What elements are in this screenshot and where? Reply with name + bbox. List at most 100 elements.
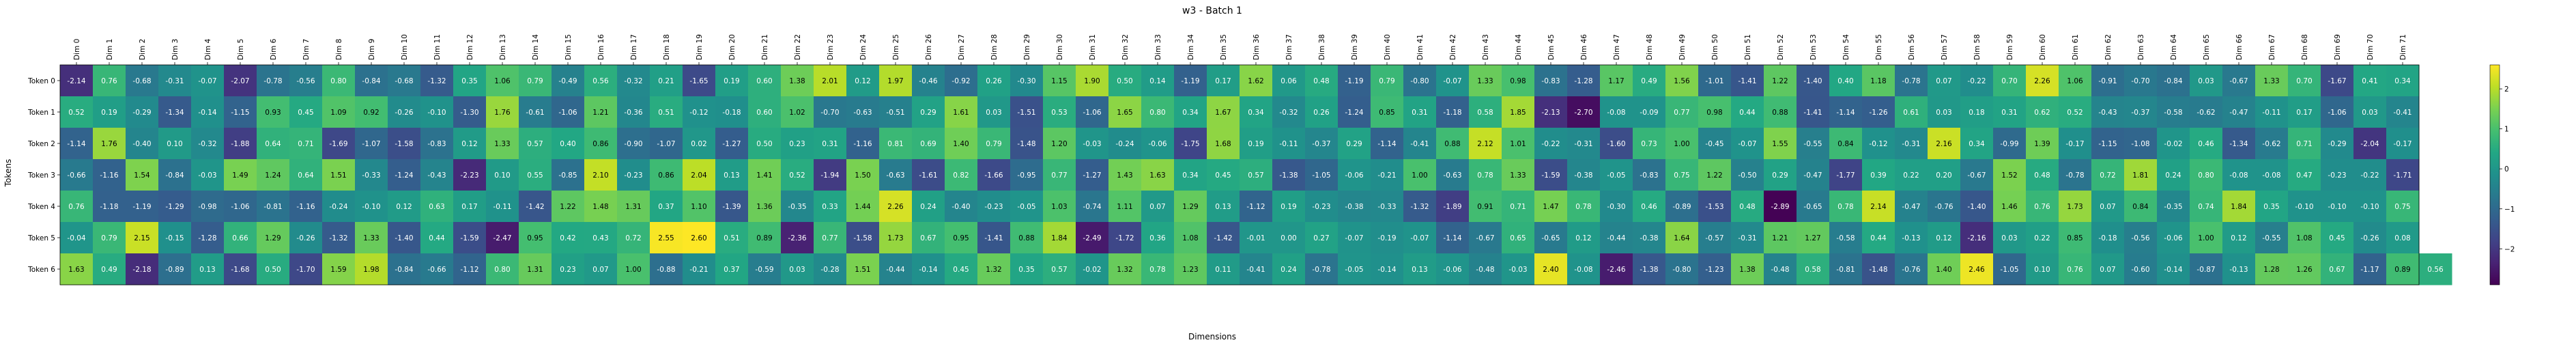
heatmap-cell	[1600, 65, 1633, 97]
heatmap-cell	[1338, 222, 1371, 254]
cell-value-label: -0.81	[263, 203, 282, 211]
cell-value-label: -1.40	[395, 234, 413, 242]
heatmap-cell	[289, 253, 323, 285]
heatmap-cell	[2255, 65, 2289, 97]
cell-value-label: -1.06	[2328, 109, 2346, 117]
x-tick-label: Dim 20	[728, 34, 736, 60]
cell-value-label: 1.21	[592, 109, 608, 117]
heatmap-cell	[1108, 65, 1142, 97]
heatmap-cell	[322, 191, 356, 223]
cell-value-label: -1.26	[1869, 109, 1887, 117]
x-tick-label: Dim 27	[958, 34, 966, 60]
cell-value-label: 0.76	[101, 77, 117, 85]
cell-value-label: 0.77	[1051, 171, 1067, 180]
x-tick-label: Dim 28	[990, 34, 999, 60]
heatmap-cell	[289, 65, 323, 97]
cell-value-label: -0.60	[2131, 266, 2149, 274]
cell-value-label: 0.52	[2067, 109, 2083, 117]
heatmap-cell	[1567, 65, 1601, 97]
heatmap-cell	[977, 222, 1011, 254]
cell-value-label: -0.99	[2000, 140, 2018, 148]
cell-value-label: -0.41	[1246, 266, 1265, 274]
heatmap-cell	[879, 191, 913, 223]
x-tick-label: Dim 19	[696, 34, 704, 60]
heatmap-cell	[1665, 253, 1699, 285]
heatmap-cell	[1862, 253, 1895, 285]
cell-value-label: -0.83	[427, 140, 446, 148]
cell-value-label: -0.38	[1345, 203, 1363, 211]
heatmap-cell	[1108, 191, 1142, 223]
heatmap-cell	[2255, 222, 2289, 254]
heatmap-cell	[617, 191, 650, 223]
heatmap-cell	[1829, 65, 1863, 97]
cell-value-label: 0.56	[2427, 266, 2444, 274]
y-tick-label: Token 5	[27, 234, 55, 242]
cell-value-label: 0.60	[756, 109, 772, 117]
cell-value-label: 0.45	[953, 266, 969, 274]
heatmap-cell	[1436, 253, 1470, 285]
cell-value-label: 0.03	[1936, 109, 1951, 117]
cell-value-label: -1.15	[231, 109, 249, 117]
cell-value-label: -0.22	[1967, 77, 1986, 85]
cell-value-label: -0.14	[198, 109, 216, 117]
cell-value-label: 1.24	[265, 171, 281, 180]
heatmap-cell	[945, 65, 978, 97]
cell-value-label: 0.26	[986, 77, 1002, 85]
heatmap-cell	[683, 65, 716, 97]
heatmap-cell	[1862, 96, 1895, 128]
cell-value-label: -1.18	[100, 203, 118, 211]
cell-value-label: -1.32	[1410, 203, 1429, 211]
cell-value-label: 0.03	[789, 266, 805, 274]
x-tick-label: Dim 43	[1482, 34, 1490, 60]
cell-value-label: -0.70	[2131, 77, 2149, 85]
heatmap-cell	[1141, 159, 1175, 191]
heatmap-cell	[1469, 222, 1502, 254]
heatmap-cell	[1993, 128, 2027, 160]
cell-value-label: -0.31	[165, 77, 184, 85]
heatmap-cell	[683, 222, 716, 254]
heatmap-cell	[1665, 222, 1699, 254]
cell-value-label: 0.92	[363, 109, 379, 117]
y-tick-label: Token 4	[27, 203, 55, 211]
cell-value-label: -0.47	[1803, 171, 1822, 180]
heatmap-cell	[2091, 191, 2125, 223]
heatmap-cell	[715, 96, 749, 128]
cell-value-label: 1.20	[1051, 140, 1067, 148]
heatmap-cell	[420, 159, 454, 191]
cell-value-label: -0.23	[624, 171, 642, 180]
heatmap-cell	[1829, 222, 1863, 254]
cell-value-label: -1.28	[1574, 77, 1592, 85]
cell-value-label: 0.48	[2034, 171, 2050, 180]
cell-value-label: -0.58	[1836, 234, 1855, 242]
x-tick-label: Dim 51	[1744, 34, 1752, 60]
heatmap-cell	[1960, 222, 1994, 254]
cell-value-label: -2.14	[67, 77, 85, 85]
cell-value-label: 1.15	[1051, 77, 1067, 85]
heatmap-cell	[2059, 159, 2092, 191]
heatmap-cell	[2222, 191, 2256, 223]
cell-value-label: 0.78	[1837, 203, 1853, 211]
cell-value-label: -0.48	[1771, 266, 1789, 274]
heatmap-cell	[224, 128, 257, 160]
cell-value-label: -1.66	[984, 171, 1003, 180]
heatmap-cell	[1436, 128, 1470, 160]
heatmap-cell	[1633, 253, 1666, 285]
cell-value-label: 0.79	[986, 140, 1001, 148]
heatmap-cell	[1371, 253, 1404, 285]
heatmap-cell	[814, 253, 847, 285]
cell-value-label: 0.71	[298, 140, 313, 148]
cell-value-label: -0.66	[67, 171, 85, 180]
heatmap-cell	[2321, 65, 2354, 97]
cell-value-label: 1.97	[887, 77, 903, 85]
heatmap-cell	[552, 191, 585, 223]
heatmap-cell	[1436, 96, 1470, 128]
cell-value-label: 0.91	[1477, 203, 1493, 211]
x-tick-label: Dim 5	[237, 39, 245, 60]
cell-value-label: 0.76	[68, 203, 85, 211]
heatmap-cell	[1338, 159, 1371, 191]
cell-value-label: -0.35	[2164, 203, 2182, 211]
cell-value-label: 0.07	[2100, 266, 2115, 274]
cell-value-label: -0.87	[2196, 266, 2215, 274]
heatmap-cell	[2353, 253, 2387, 285]
heatmap-cell	[1043, 65, 1076, 97]
